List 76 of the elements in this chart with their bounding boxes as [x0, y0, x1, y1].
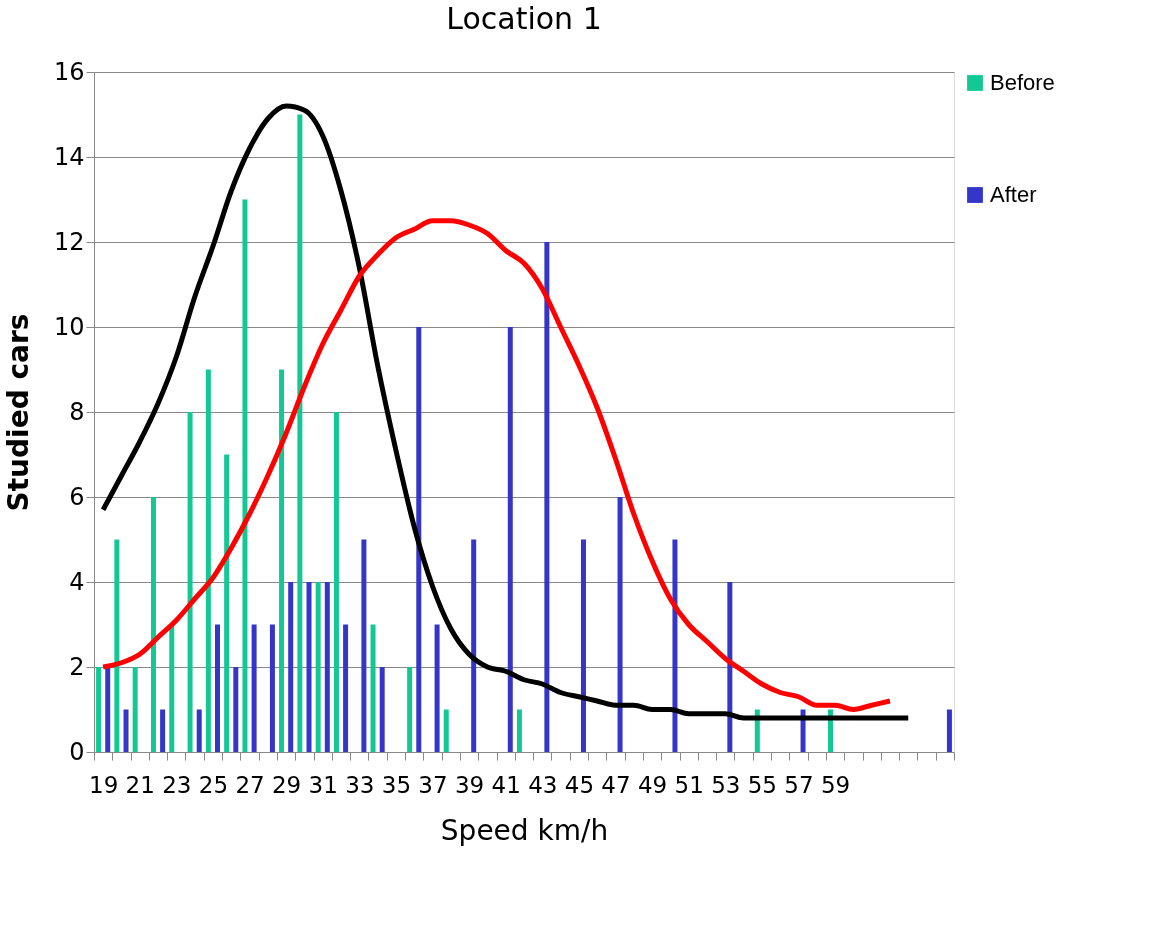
bar	[416, 327, 422, 752]
bar	[251, 624, 257, 752]
bar	[471, 539, 477, 752]
x-tick-label: 19	[89, 771, 119, 798]
x-tick-label: 47	[601, 771, 631, 798]
y-tick-label: 16	[53, 57, 85, 86]
x-tick-label: 41	[491, 771, 521, 798]
bar	[324, 582, 330, 752]
legend-label: Before	[990, 70, 1055, 95]
bar	[580, 539, 586, 752]
y-tick-label: 14	[53, 142, 85, 171]
bar	[727, 582, 733, 752]
y-axis-title: Studied cars	[1, 313, 35, 512]
bar	[443, 709, 449, 752]
bar	[617, 497, 623, 752]
bar	[288, 582, 294, 752]
x-tick-label: 37	[418, 771, 448, 798]
bar	[187, 412, 193, 752]
legend-label: After	[990, 182, 1037, 207]
x-tick-label: 51	[674, 771, 704, 798]
y-tick-label: 2	[69, 652, 85, 681]
bar	[96, 667, 102, 752]
bar	[150, 497, 156, 752]
x-tick-label: 35	[381, 771, 412, 798]
bar	[205, 369, 211, 752]
bar	[233, 667, 239, 752]
bar	[123, 709, 129, 752]
x-tick-label: 25	[198, 771, 229, 798]
bar	[215, 624, 221, 752]
x-tick-label: 59	[820, 771, 851, 798]
bar	[516, 709, 522, 752]
bar	[132, 667, 138, 752]
bar	[507, 327, 513, 752]
x-tick-label: 29	[271, 771, 302, 798]
bar	[306, 582, 312, 752]
x-tick-label: 27	[235, 771, 265, 798]
bar	[370, 624, 376, 752]
bar	[242, 199, 248, 752]
bar	[544, 242, 550, 752]
x-tick-label: 39	[454, 771, 485, 798]
bar	[279, 369, 285, 752]
x-axis-title: Speed km/h	[440, 813, 609, 847]
y-tick-label: 4	[69, 567, 85, 596]
bar	[343, 624, 349, 752]
y-tick-label: 10	[53, 312, 85, 341]
bar	[672, 539, 678, 752]
bar	[407, 667, 413, 752]
x-tick-label: 49	[637, 771, 668, 798]
x-tick-label: 23	[162, 771, 192, 798]
y-tick-label: 0	[69, 737, 85, 766]
y-tick-label: 8	[69, 397, 85, 426]
bar	[105, 667, 111, 752]
chart-title: Location 1	[446, 1, 602, 36]
x-tick-label: 33	[345, 771, 375, 798]
bar	[169, 624, 175, 752]
x-tick-label: 55	[747, 771, 778, 798]
bar	[333, 412, 339, 752]
bar	[434, 624, 440, 752]
bar	[269, 624, 275, 752]
bar	[946, 709, 952, 752]
x-tick-label: 31	[308, 771, 338, 798]
bar	[114, 539, 120, 752]
x-tick-label: 57	[784, 771, 814, 798]
bar	[224, 454, 230, 752]
bar	[297, 114, 303, 752]
bar	[361, 539, 367, 752]
x-tick-label: 53	[711, 771, 741, 798]
y-tick-label: 6	[69, 482, 85, 511]
x-tick-label: 43	[528, 771, 558, 798]
bar	[379, 667, 385, 752]
x-tick-label: 21	[125, 771, 155, 798]
bar	[315, 582, 321, 752]
y-tick-label: 12	[53, 227, 85, 256]
bar	[196, 709, 202, 752]
bar	[160, 709, 166, 752]
x-tick-label: 45	[564, 771, 595, 798]
